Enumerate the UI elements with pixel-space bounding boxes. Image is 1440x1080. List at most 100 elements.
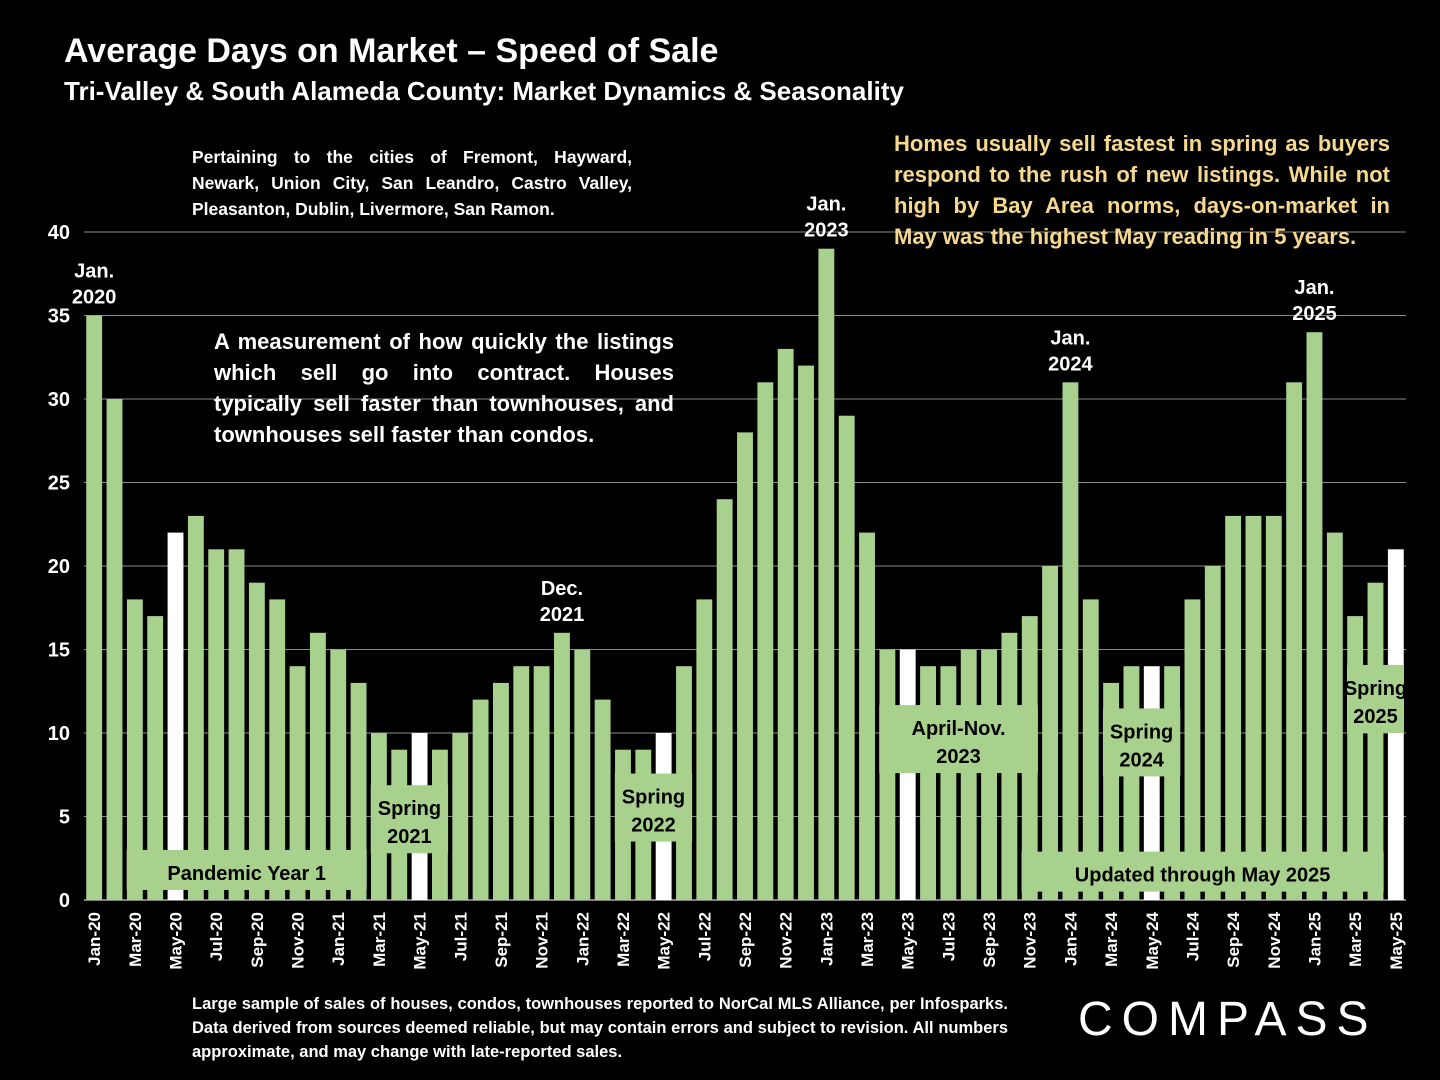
period-label: Spring bbox=[378, 798, 441, 820]
bar-aug-23 bbox=[960, 649, 977, 900]
y-tick-label: 25 bbox=[48, 473, 70, 495]
bar-sep-24 bbox=[1225, 515, 1242, 900]
period-label: April-Nov. bbox=[912, 718, 1006, 740]
bar-may-23 bbox=[899, 649, 916, 900]
bar-jan-25 bbox=[1306, 332, 1323, 900]
bar-oct-20 bbox=[269, 599, 286, 900]
bar-oct-21 bbox=[513, 666, 530, 900]
chart-subtitle: Tri-Valley & South Alameda County: Marke… bbox=[64, 76, 904, 106]
bar-nov-22 bbox=[777, 348, 794, 900]
bar-aug-24 bbox=[1204, 566, 1221, 900]
bar-feb-24 bbox=[1082, 599, 1099, 900]
x-tick-label: Jul-22 bbox=[695, 912, 714, 961]
bar-feb-20 bbox=[106, 399, 123, 900]
bar-jan-24 bbox=[1062, 382, 1079, 900]
bar-jun-20 bbox=[187, 515, 204, 900]
bar-apr-25 bbox=[1367, 582, 1384, 900]
cities-note: Pertaining to the cities of Fremont, Hay… bbox=[192, 147, 632, 219]
period-label: 2024 bbox=[1119, 749, 1164, 771]
x-tick-label: Jan-23 bbox=[817, 912, 836, 966]
bar-jan-23 bbox=[818, 248, 835, 900]
period-label: Spring bbox=[622, 787, 685, 809]
x-tick-label: Jan-22 bbox=[573, 912, 592, 966]
bar-sep-21 bbox=[493, 682, 509, 900]
bar-jan-22 bbox=[574, 649, 591, 900]
measurement-note: A measurement of how quickly the listing… bbox=[214, 329, 674, 447]
period-label-box bbox=[370, 785, 449, 854]
bar-dec-21 bbox=[554, 632, 570, 900]
bar-nov-21 bbox=[533, 666, 550, 900]
x-tick-label: May-23 bbox=[899, 912, 918, 970]
bar-jul-21 bbox=[452, 733, 469, 900]
x-tick-label: May-21 bbox=[411, 912, 430, 970]
x-tick-label: Jan-25 bbox=[1305, 912, 1324, 966]
bar-feb-21 bbox=[350, 682, 367, 900]
x-tick-label: Mar-22 bbox=[614, 912, 633, 967]
period-label: Updated through May 2025 bbox=[1075, 865, 1331, 887]
period-label: 2021 bbox=[387, 826, 432, 848]
bar-jan-20 bbox=[86, 315, 103, 900]
x-tick-label: Nov-22 bbox=[777, 912, 796, 969]
bar-sep-23 bbox=[981, 649, 997, 900]
period-label: Spring bbox=[1110, 721, 1173, 743]
x-tick-label: Mar-20 bbox=[126, 912, 145, 967]
x-tick-label: Jan-21 bbox=[329, 912, 348, 966]
bar-oct-24 bbox=[1245, 515, 1262, 900]
y-tick-label: 35 bbox=[48, 306, 70, 328]
period-label: 2022 bbox=[631, 815, 676, 837]
bar-dec-22 bbox=[798, 365, 814, 901]
peak-annotation: Jan. bbox=[1294, 277, 1334, 299]
x-tick-label: Jul-20 bbox=[207, 912, 226, 961]
bar-nov-20 bbox=[289, 666, 306, 900]
peak-annotation: 2023 bbox=[804, 220, 849, 242]
spring-insight-note: Homes usually sell fastest in spring as … bbox=[894, 131, 1390, 249]
bar-jun-23 bbox=[920, 666, 936, 900]
bar-jul-22 bbox=[696, 599, 713, 900]
x-tick-label: Sep-23 bbox=[980, 912, 999, 968]
period-label-box bbox=[126, 849, 367, 890]
bar-aug-21 bbox=[472, 699, 489, 900]
bar-feb-22 bbox=[594, 699, 611, 900]
bar-aug-20 bbox=[228, 549, 245, 900]
x-tick-label: Sep-21 bbox=[492, 912, 511, 968]
chart-title: Average Days on Market – Speed of Sale bbox=[64, 32, 719, 70]
bar-apr-20 bbox=[147, 616, 164, 900]
bar-jul-20 bbox=[208, 549, 225, 900]
x-tick-label: Jul-24 bbox=[1183, 911, 1202, 961]
x-tick-label: Mar-24 bbox=[1102, 911, 1121, 966]
x-tick-label: Jul-23 bbox=[939, 912, 958, 961]
bar-jan-21 bbox=[330, 649, 347, 900]
bar-jul-23 bbox=[940, 666, 957, 900]
period-label: 2025 bbox=[1353, 706, 1398, 728]
x-tick-label: Jan-20 bbox=[85, 912, 104, 966]
x-tick-label: Nov-20 bbox=[289, 912, 308, 969]
bar-aug-22 bbox=[716, 499, 733, 900]
y-tick-label: 10 bbox=[48, 723, 70, 745]
period-label: Pandemic Year 1 bbox=[167, 863, 326, 885]
period-label-box bbox=[879, 705, 1038, 774]
x-tick-label: Sep-20 bbox=[248, 912, 267, 968]
peak-annotation: 2025 bbox=[1292, 303, 1337, 325]
bar-feb-23 bbox=[838, 415, 855, 900]
bar-mar-20 bbox=[126, 599, 143, 900]
x-tick-label: Mar-23 bbox=[858, 912, 877, 967]
bar-oct-22 bbox=[757, 382, 774, 900]
y-tick-label: 40 bbox=[48, 222, 70, 244]
x-tick-label: Sep-24 bbox=[1224, 911, 1243, 967]
x-tick-label: Jan-24 bbox=[1061, 911, 1080, 965]
x-tick-label: Nov-24 bbox=[1265, 911, 1284, 968]
peak-annotation: Dec. bbox=[541, 578, 583, 600]
bar-dec-20 bbox=[309, 632, 326, 900]
peak-annotation: Jan. bbox=[806, 194, 846, 216]
peak-annotation: Jan. bbox=[74, 261, 114, 283]
peak-annotation: 2020 bbox=[72, 287, 117, 309]
period-label: 2023 bbox=[936, 746, 981, 768]
bar-may-20 bbox=[167, 532, 184, 900]
bar-sep-22 bbox=[737, 432, 753, 900]
period-label-box bbox=[614, 773, 693, 842]
bar-jul-24 bbox=[1184, 599, 1201, 900]
bar-apr-23 bbox=[879, 649, 896, 900]
x-tick-label: May-24 bbox=[1143, 911, 1162, 969]
bar-nov-24 bbox=[1265, 515, 1282, 900]
